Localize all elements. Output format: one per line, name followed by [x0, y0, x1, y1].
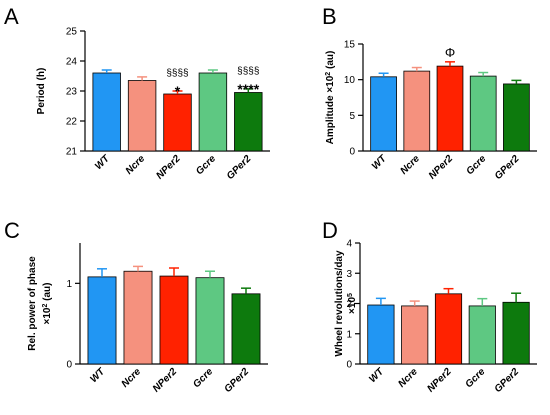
y-axis-title: Period (h) — [36, 68, 47, 115]
y-tick-label: 3 — [346, 269, 352, 280]
chart-panel-b: B 0 5 10 15 Amplitude ×102 (au) WT Ncre NPer2 Φ Gc… — [322, 4, 537, 182]
x-tick-label: NPer2 — [427, 153, 456, 182]
y-tick-label: 10 — [344, 75, 356, 86]
y-tick-label: 24 — [66, 57, 78, 68]
y-tick-label: 22 — [66, 117, 78, 128]
chart-panel-a: A 21 22 23 24 25 Period (h) WT Ncre NPer2 * §§§§ Gcr… — [4, 4, 270, 182]
bar-ncre — [127, 80, 157, 152]
x-tick-label: Gcre — [191, 366, 215, 390]
y-tick-label: 23 — [66, 87, 78, 98]
bar-nper2 — [163, 93, 192, 152]
x-tick-label: Ncre — [120, 366, 144, 390]
y-tick-label: 2 — [346, 299, 352, 310]
x-tick-label: Gcre — [464, 153, 488, 177]
y-axis-title: Rel. power of phase — [27, 256, 38, 351]
x-tick-label: Gcre — [464, 366, 488, 390]
bar-gcre — [468, 305, 496, 365]
x-tick-label: WT — [370, 153, 389, 172]
y-tick-label: 15 — [344, 40, 356, 51]
y-tick-label: 1 — [66, 279, 72, 290]
bar-gper2 — [231, 293, 261, 365]
x-tick-label: GPer2 — [223, 366, 252, 395]
bar-ncre — [123, 270, 153, 365]
y-axis-title-units: Amplitude ×102 (au) — [325, 51, 337, 145]
chart-panel-c: C 0 1 Rel. power of phase ×102 (au) WT Ncre NPe… — [4, 218, 268, 395]
x-tick-label: Ncre — [124, 153, 148, 177]
panel-letter: B — [322, 4, 337, 29]
y-axis-title-units: ×105 — [347, 293, 359, 314]
y-tick-label: 0 — [349, 147, 355, 158]
x-tick-label: GPer2 — [493, 153, 522, 182]
bar-gper2 — [503, 83, 530, 152]
x-tick-label: GPer2 — [493, 366, 522, 395]
y-tick-label: 21 — [66, 147, 78, 158]
y-tick-label: 5 — [349, 111, 355, 122]
y-tick-label: 25 — [66, 27, 78, 38]
x-tick-label: WT — [88, 366, 107, 385]
x-tick-label: NPer2 — [151, 366, 180, 395]
bar-wt — [367, 304, 395, 365]
bar-gcre — [198, 72, 228, 152]
bar-wt — [87, 276, 117, 365]
bar-nper2 — [434, 293, 463, 365]
significance-mark: §§§§ — [166, 68, 188, 79]
panel-letter: D — [322, 218, 338, 243]
x-tick-label: Ncre — [398, 153, 422, 177]
x-tick-label: Gcre — [194, 153, 218, 177]
x-tick-label: NPer2 — [154, 153, 183, 182]
significance-mark: **** — [237, 81, 259, 97]
y-tick-label: 4 — [346, 239, 352, 250]
y-tick-label: 0 — [346, 360, 352, 371]
x-tick-label: WT — [367, 366, 386, 385]
bar-ncre — [403, 70, 431, 152]
y-axis-title: Wheel revolutions/day — [334, 250, 345, 357]
bar-nper2 — [159, 275, 189, 365]
bar-gcre — [195, 277, 225, 365]
bar-wt — [370, 76, 397, 152]
bar-gcre — [469, 75, 497, 152]
x-tick-label: Ncre — [396, 366, 420, 390]
x-tick-label: NPer2 — [425, 366, 454, 395]
bar-ncre — [401, 305, 429, 365]
significance-mark: * — [175, 83, 181, 99]
significance-mark: §§§§ — [237, 66, 259, 77]
panel-letter: A — [4, 4, 19, 29]
significance-mark: Φ — [445, 45, 455, 60]
y-tick-label: 1 — [346, 329, 352, 340]
x-tick-label: WT — [93, 153, 112, 172]
panel-letter: C — [4, 218, 20, 243]
bar-gper2 — [502, 301, 530, 365]
x-tick-label: GPer2 — [225, 153, 254, 182]
y-tick-label: 0 — [66, 360, 72, 371]
y-axis-title-units: ×102 (au) — [42, 283, 54, 325]
bar-gper2 — [234, 92, 263, 152]
bar-nper2 — [436, 65, 464, 152]
bar-wt — [92, 72, 121, 152]
